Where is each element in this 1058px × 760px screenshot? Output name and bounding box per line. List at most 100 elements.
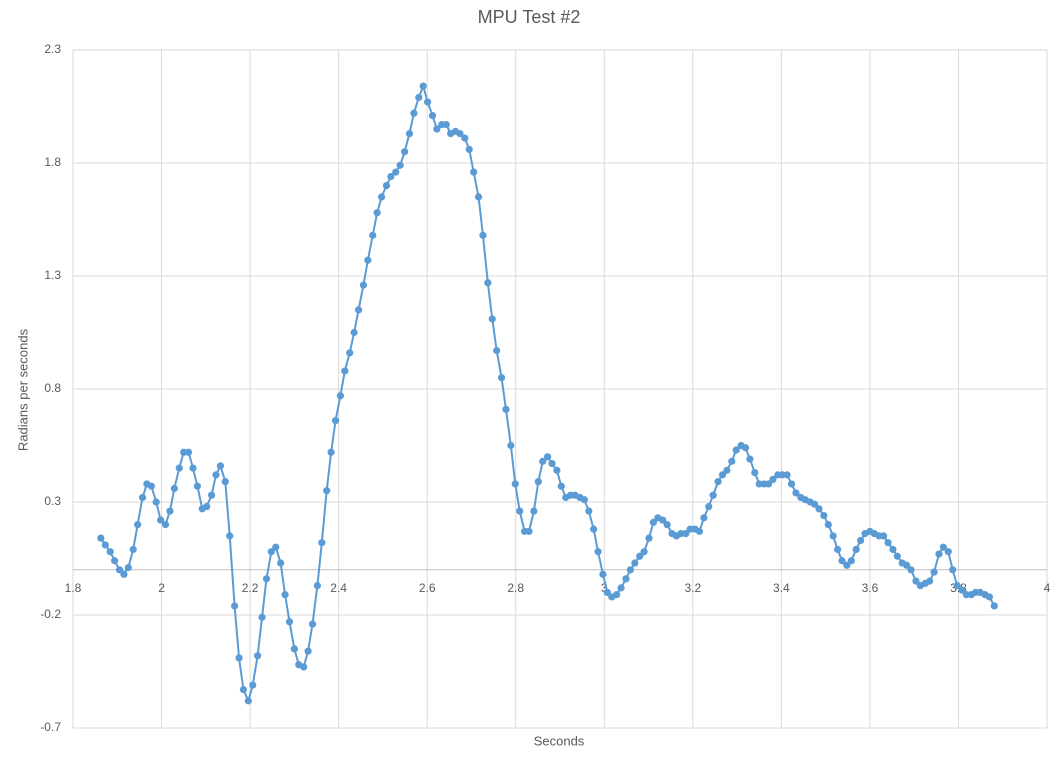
data-point [516,507,524,515]
data-point [893,552,901,560]
data-point [645,534,653,542]
x-tick-label: 2 [158,581,165,595]
data-point [124,563,132,572]
data-point [147,482,155,490]
data-point [300,663,308,671]
data-point [935,550,943,558]
data-point [170,484,178,493]
y-tick-label: 2.3 [44,42,61,56]
data-point [281,591,289,599]
data-point [857,536,865,545]
data-point [350,328,358,337]
data-point [884,539,892,547]
data-point [585,507,593,515]
data-point [626,566,634,574]
data-point [221,478,229,486]
data-point [682,530,690,538]
data-point [111,557,119,565]
data-point [470,168,478,176]
data-point [212,471,220,479]
data-point [382,182,391,190]
data-point [193,482,202,490]
data-point [553,466,561,474]
data-point [285,618,294,626]
data-point [548,459,556,468]
data-point [184,448,193,456]
data-point [599,570,607,578]
data-point [714,478,722,486]
data-point [244,697,252,705]
data-point [769,475,777,483]
data-point [723,466,731,474]
data-point [401,148,409,156]
x-axis-label: Seconds [534,733,585,748]
x-tick-label: 3 [601,581,608,595]
data-point [783,471,791,479]
data-point [207,491,216,499]
data-point [410,109,418,117]
data-point [889,545,897,554]
data-point [377,193,386,201]
x-tick-label: 2.8 [507,581,524,595]
y-tick-label: -0.2 [40,607,61,621]
data-point [235,654,243,662]
data-point [534,478,542,486]
data-point [134,521,142,529]
data-point [152,498,160,506]
data-point [120,570,128,578]
data-point [728,457,736,465]
data-point [907,566,915,574]
data-point [442,120,450,129]
data-point [387,172,395,181]
y-axis-label: Radians per seconds [15,328,30,451]
data-point [290,645,298,653]
data-point [433,125,441,133]
y-tick-label: -0.7 [40,720,61,734]
data-point [161,521,170,529]
data-point [539,457,547,465]
y-tick-label: 1.3 [44,268,61,282]
data-point [346,349,354,357]
data-point [369,231,377,239]
x-tick-label: 1.8 [65,581,82,595]
data-point [216,462,225,470]
data-point [226,532,234,540]
data-point [262,575,271,583]
data-point [792,489,800,497]
data-point [308,620,317,628]
data-point [272,543,280,551]
data-point [649,518,658,526]
data-point [631,559,639,567]
data-point [474,193,483,201]
data-point [847,557,855,565]
data-point [484,279,492,287]
data-point [354,306,363,314]
x-tick-label: 4 [1044,581,1051,595]
data-point [949,566,957,574]
data-point [267,548,275,556]
data-point [396,161,404,169]
data-point [880,532,888,540]
x-tick-label: 3.2 [684,581,701,595]
data-point [990,602,998,610]
data-point [838,557,846,565]
data-point [590,525,598,533]
data-point [741,444,750,452]
data-point [930,568,938,576]
data-point [157,516,165,524]
data-point [705,502,713,511]
data-point [502,405,510,413]
data-point [507,441,515,450]
x-tick-label: 2.6 [419,581,436,595]
y-tick-label: 0.3 [44,494,61,508]
data-point [958,586,966,594]
data-point [557,482,565,490]
data-point [419,82,427,90]
data-point [511,480,519,488]
data-point [700,514,708,522]
chart-title: MPU Test #2 [478,7,581,27]
data-point [479,231,487,239]
data-point [313,582,321,590]
data-point [493,346,501,355]
x-tick-label: 2.4 [330,581,347,595]
